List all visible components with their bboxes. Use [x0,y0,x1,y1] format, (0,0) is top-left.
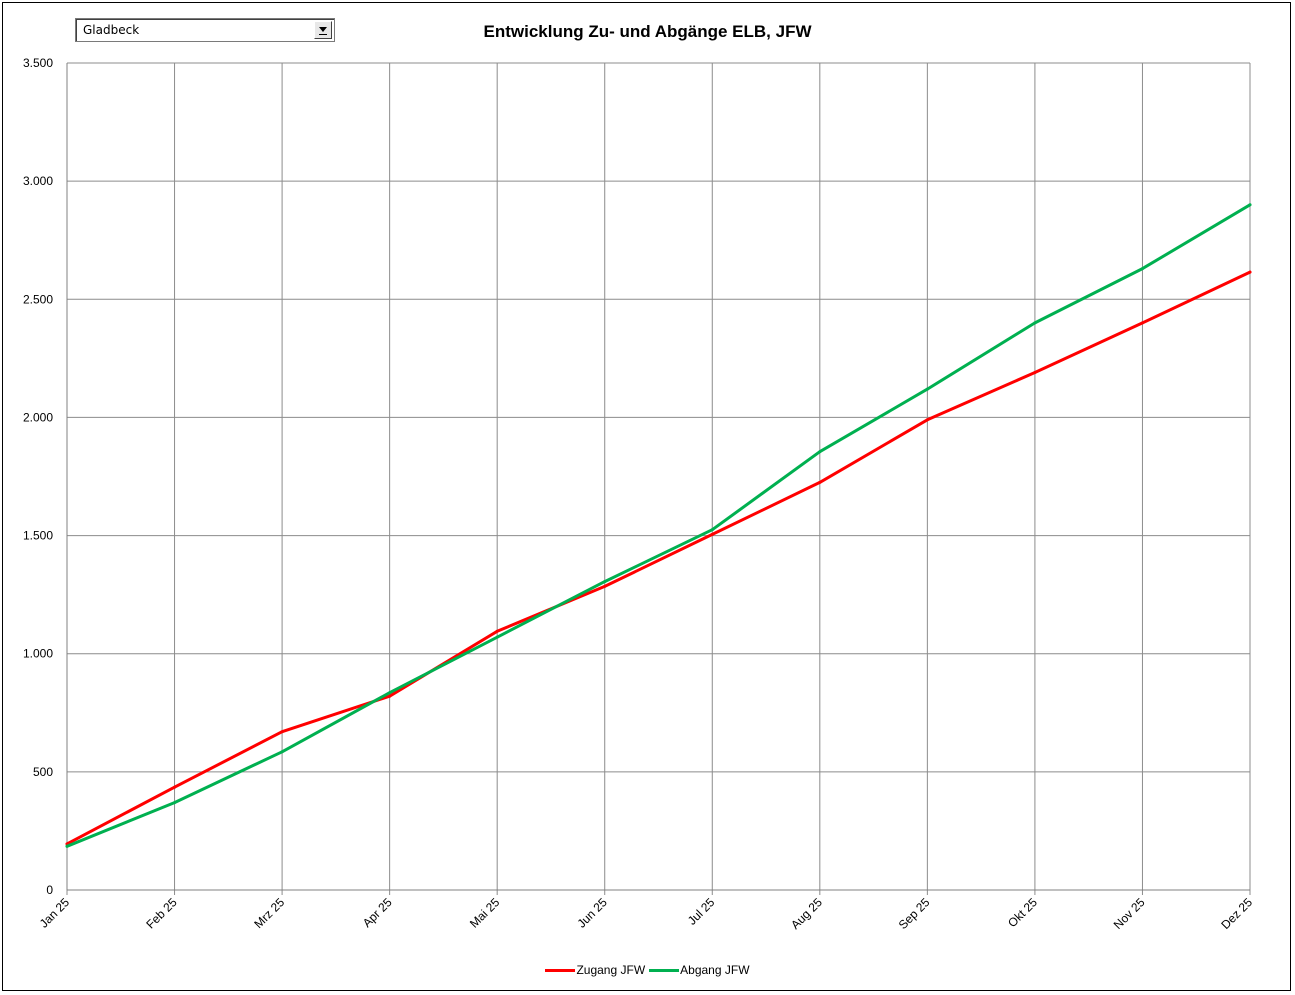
legend-item: Zugang JFW [545,963,645,977]
y-tick-label: 3.500 [23,56,53,70]
chart-title: Entwicklung Zu- und Abgänge ELB, JFW [483,22,812,41]
series-point [603,584,607,588]
x-tick-label: Aug 25 [788,895,825,932]
dropdown-arrow-underline [319,34,327,35]
series-point [1248,270,1252,274]
legend-label: Abgang JFW [680,963,750,977]
series-point [173,785,177,789]
series-line-2 [65,203,1252,848]
series-point [603,580,607,584]
x-tick-label: Apr 25 [360,895,395,930]
series-point [710,532,714,536]
series-point [495,635,499,639]
series-point [1248,203,1252,207]
legend-item: Abgang JFW [649,963,750,977]
series-point [1033,371,1037,375]
series-point [495,629,499,633]
series-point [710,528,714,532]
x-tick-label: Mai 25 [467,895,503,931]
series-point [1140,267,1144,271]
y-tick-label: 2.000 [23,410,53,424]
y-tick-label: 1.500 [23,529,53,543]
x-tick-label: Jul 25 [685,895,718,928]
x-tick-label: Feb 25 [143,895,180,932]
legend-swatch [649,969,680,973]
y-tick-label: 1.000 [23,647,53,661]
y-tick-label: 3.000 [23,174,53,188]
series-point [818,480,822,484]
series-point [388,691,392,695]
series-point [925,387,929,391]
y-tick-label: 0 [46,883,53,897]
series-point [1140,321,1144,325]
series-point [280,750,284,754]
x-tick-label: Sep 25 [896,895,933,932]
legend-swatch [545,969,576,973]
legend-label: Zugang JFW [576,963,646,977]
y-tick-label: 2.500 [23,292,53,306]
x-tick-label: Jan 25 [37,895,73,931]
dropdown-button[interactable] [314,21,332,39]
series-line-1 [65,270,1252,846]
chevron-down-icon [319,27,327,32]
series-point [280,730,284,734]
y-tick-label: 500 [33,765,53,779]
x-tick-label: Okt 25 [1005,895,1040,930]
series-point [1033,321,1037,325]
x-tick-label: Jun 25 [574,895,610,931]
x-tick-label: Nov 25 [1111,895,1148,932]
series-point [925,418,929,422]
series-point [818,450,822,454]
series-point [388,694,392,698]
chart-legend: Zugang JFW Abgang JFW [0,963,1295,977]
dropdown-selected-value: Gladbeck [83,23,140,37]
series-point [173,801,177,805]
location-dropdown[interactable]: Gladbeck [75,18,335,42]
x-tick-label: Dez 25 [1218,895,1255,932]
series-point [65,844,69,848]
x-tick-label: Mrz 25 [251,895,287,931]
